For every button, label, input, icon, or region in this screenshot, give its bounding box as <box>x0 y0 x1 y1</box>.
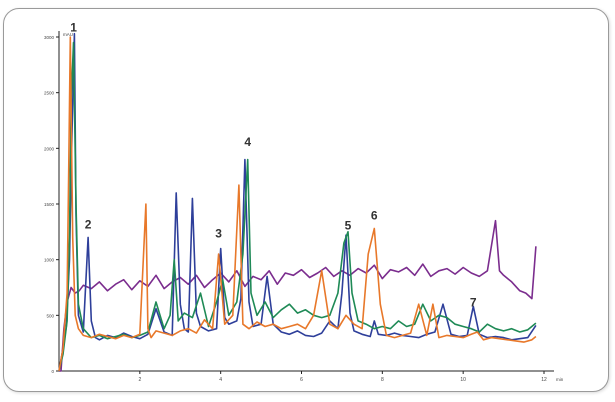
peak-label: 6 <box>371 209 378 223</box>
y-tick-label: 2500 <box>44 91 55 96</box>
peak-label: 1 <box>70 20 77 34</box>
peak-label: 5 <box>345 219 352 233</box>
y-tick-label: 0 <box>51 369 54 374</box>
series-line-2 <box>58 32 537 372</box>
series-line-3 <box>58 41 537 372</box>
series-line-4 <box>58 36 537 372</box>
y-tick-label: 500 <box>46 313 54 318</box>
x-tick-label: 2 <box>138 377 141 383</box>
y-tick-label: 1000 <box>44 258 55 263</box>
x-tick-label: 10 <box>460 377 466 383</box>
series-layer <box>58 32 537 372</box>
chart-frame: 0 500 1000 1500 2000 2500 3000 mAU 2 4 6 8 10 12 min 1… <box>3 8 609 392</box>
y-tick-label: 1500 <box>44 202 55 207</box>
y-unit-label: mAU <box>63 32 73 37</box>
peak-label: 7 <box>470 295 477 309</box>
x-tick-label: 12 <box>541 377 547 383</box>
peak-label: 4 <box>244 135 251 149</box>
peak-label: 3 <box>215 226 222 240</box>
peak-label: 2 <box>85 217 92 231</box>
x-tick-label: 6 <box>300 377 303 383</box>
y-tick-label: 3000 <box>44 35 55 40</box>
series-line-1 <box>59 219 537 372</box>
x-tick-label: 4 <box>219 377 222 383</box>
axes: 0 500 1000 1500 2000 2500 3000 mAU 2 4 6 8 10 12 min <box>44 31 564 383</box>
peak-labels: 1 2 3 4 5 6 7 <box>70 20 477 309</box>
x-unit-label: min <box>556 377 564 382</box>
x-tick-label: 8 <box>381 377 384 383</box>
y-tick-label: 2000 <box>44 146 55 151</box>
